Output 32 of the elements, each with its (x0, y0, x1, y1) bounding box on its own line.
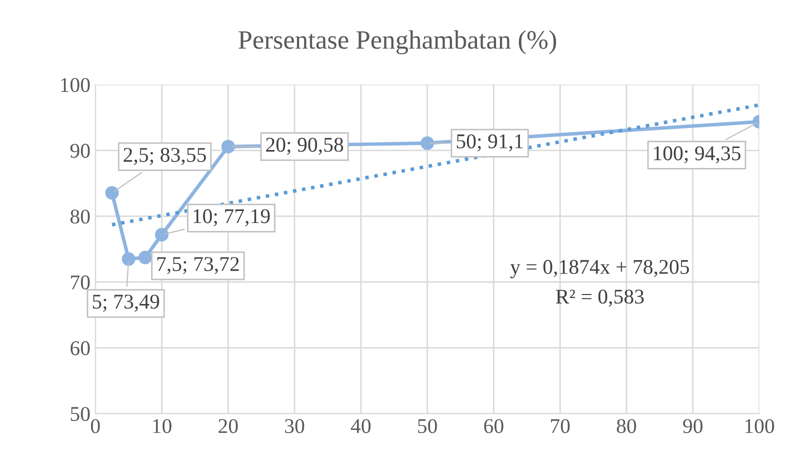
y-tick-label: 60 (70, 341, 90, 356)
x-tick-label: 70 (551, 419, 570, 434)
y-tick-label: 90 (70, 144, 90, 158)
chart-title: Persentase Penghambatan (%) (238, 30, 556, 54)
x-tick-label: 30 (285, 419, 304, 434)
data-label: 50; 91,1 (456, 134, 523, 152)
y-tick-label: 70 (71, 275, 90, 290)
data-label: 100; 94,35 (654, 146, 740, 164)
x-tick-label: 100 (745, 419, 774, 434)
x-tick-label: 40 (350, 419, 371, 434)
data-label: 5; 73,49 (92, 294, 160, 312)
x-tick-label: 90 (683, 419, 702, 434)
y-tick-label: 100 (61, 78, 90, 92)
y-tick-label: 50 (70, 406, 90, 422)
point (138, 250, 152, 264)
point (105, 186, 119, 200)
x-tick-label: 10 (153, 419, 172, 434)
x-tick-label: 60 (484, 419, 504, 434)
data-label: 7,5; 73,72 (157, 257, 239, 274)
data-label: 10; 77,19 (194, 209, 270, 226)
annotation: y = 0,1874x + 78,205 (510, 260, 689, 278)
data-label: 20; 90,58 (266, 138, 344, 155)
point (122, 252, 136, 266)
point (155, 228, 169, 242)
x-tick-label: 80 (616, 419, 636, 434)
data-label: 2,5; 83,55 (124, 148, 206, 165)
x-tick-label: 20 (218, 419, 238, 434)
x-tick-label: 50 (418, 419, 437, 434)
point (221, 140, 235, 154)
y-tick-label: 80 (70, 210, 90, 224)
annotation: R² = 0,583 (556, 290, 644, 307)
x-tick-label: 0 (90, 419, 100, 434)
